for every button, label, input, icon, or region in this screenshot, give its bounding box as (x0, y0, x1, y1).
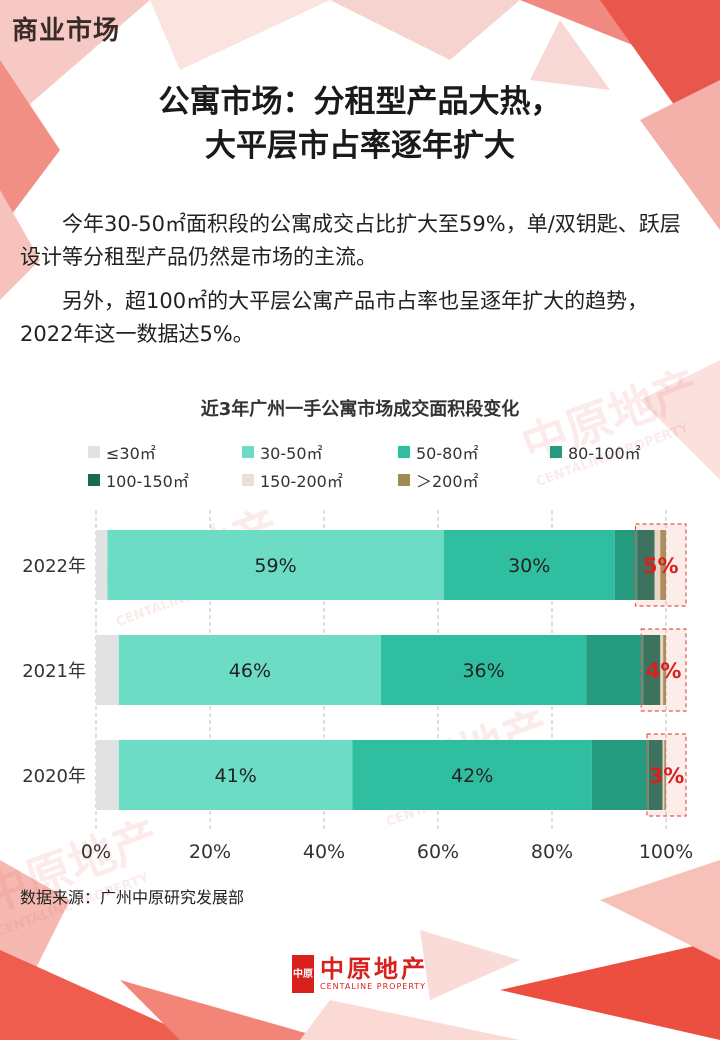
brand-name: 中原地产 (320, 955, 428, 983)
bar-segment (660, 635, 664, 705)
bar-segment (96, 530, 108, 600)
legend-swatch (398, 446, 410, 458)
bar-segment (614, 530, 638, 600)
legend-swatch (550, 446, 562, 458)
body-paragraph-1: 今年30-50㎡面积段的公寓成交占比扩大至59%，单/双钥匙、跃层设计等分租型产… (20, 212, 681, 269)
legend-swatch (88, 474, 100, 486)
legend-item: ＞200㎡ (398, 468, 479, 492)
highlight-box (646, 733, 687, 817)
body-paragraph-2: 另外，超100㎡的大平层公寓产品市占率也呈逐年扩大的趋势，2022年这一数据达5… (20, 289, 649, 346)
highlight-label: 4% (646, 659, 682, 683)
legend-item: 100-150㎡ (88, 468, 189, 492)
bar-segment (107, 530, 444, 600)
page-title: 公寓市场：分租型产品大热， 大平层市占率逐年扩大 (0, 80, 720, 168)
bar-segment (96, 635, 119, 705)
legend-label: 80-100㎡ (568, 444, 641, 463)
legend-item: 50-80㎡ (398, 440, 479, 464)
bar-segment (591, 740, 649, 810)
category-label: 2021年 (22, 661, 86, 682)
data-label: 41% (215, 765, 257, 787)
bar-segment (586, 635, 644, 705)
brand-name-en: CENTALINE PROPERTY (320, 982, 427, 991)
source-note: 数据来源：广州中原研究发展部 (20, 888, 245, 907)
legend-swatch (398, 474, 410, 486)
legend-label: ≤30㎡ (106, 444, 156, 463)
page-title-line-2: 大平层市占率逐年扩大 (205, 128, 515, 164)
x-tick-label: 0% (81, 841, 111, 863)
data-label: 46% (229, 660, 271, 682)
bar-segment (118, 635, 382, 705)
data-label: 36% (462, 660, 504, 682)
bar-segment (637, 530, 655, 600)
category-label: 2020年 (22, 766, 86, 787)
bar-segment (381, 635, 587, 705)
legend-label: 150-200㎡ (260, 472, 343, 491)
bar-segment (643, 635, 661, 705)
section-tag: 商业市场 (12, 16, 121, 46)
x-tick-label: 60% (417, 841, 459, 863)
legend-label: 100-150㎡ (106, 472, 189, 491)
legend-item: ≤30㎡ (88, 440, 156, 464)
legend-swatch (242, 474, 254, 486)
legend-item: 80-100㎡ (550, 440, 641, 464)
bar-segment (662, 740, 665, 810)
highlight-box (640, 628, 687, 712)
bar-segment (96, 740, 119, 810)
x-tick-label: 100% (639, 841, 693, 863)
legend-label: 50-80㎡ (416, 444, 479, 463)
bar-segment (443, 530, 615, 600)
legend-swatch (242, 446, 254, 458)
data-label: 42% (451, 765, 493, 787)
brand-seal-icon: 中原 (292, 955, 314, 993)
bar-segment (654, 530, 661, 600)
bar-segment (118, 740, 353, 810)
x-tick-label: 40% (303, 841, 345, 863)
category-label: 2022年 (22, 556, 86, 577)
bar-segment (660, 530, 666, 600)
legend-item: 30-50㎡ (242, 440, 323, 464)
x-tick-label: 80% (531, 841, 573, 863)
highlight-label: 3% (649, 764, 685, 788)
x-tick-label: 20% (189, 841, 231, 863)
legend-swatch (88, 446, 100, 458)
data-label: 30% (508, 555, 550, 577)
stacked-bar-chart: 0% 20% 40% 60% 80% 100% 2022年 59% 30% 5% 2021年 46% 3… (22, 510, 693, 863)
brand-logo: 中原 中原地产 CENTALINE PROPERTY (0, 955, 720, 993)
bar-segment (664, 740, 666, 810)
legend-item: 150-200㎡ (242, 468, 343, 492)
bar-segment (648, 740, 663, 810)
bar-segment (663, 635, 666, 705)
legend-label: ＞200㎡ (416, 472, 479, 491)
page-title-line-1: 公寓市场：分租型产品大热， (158, 84, 562, 120)
chart-title: 近3年广州一手公寓市场成交面积段变化 (200, 399, 520, 420)
highlight-label: 5% (643, 554, 679, 578)
chart-legend: ≤30㎡ 30-50㎡ 50-80㎡ 80-100㎡ 100-150㎡ 150-200㎡ ＞… (0, 440, 720, 510)
highlight-box (634, 523, 687, 607)
bar-segment (352, 740, 592, 810)
data-label: 59% (254, 555, 296, 577)
legend-label: 30-50㎡ (260, 444, 323, 463)
